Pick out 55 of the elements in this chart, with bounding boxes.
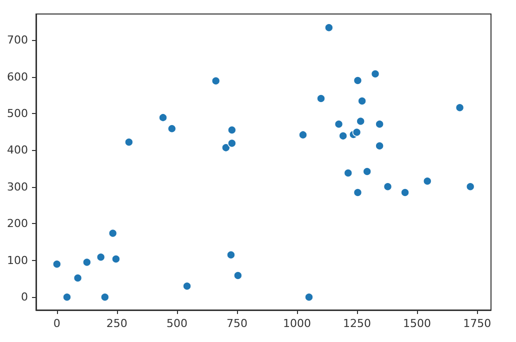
point — [356, 116, 366, 126]
y-tick-label: 500 — [7, 107, 28, 120]
point — [222, 143, 230, 152]
x-tick-label: 0 — [53, 317, 60, 330]
point — [124, 138, 134, 147]
point — [100, 292, 110, 302]
point — [52, 260, 62, 268]
point — [352, 128, 362, 137]
point — [62, 292, 72, 302]
x-tick-label: 1750 — [463, 317, 492, 330]
point — [334, 120, 344, 129]
point — [358, 96, 366, 106]
y-tick-label: 0 — [21, 290, 28, 304]
y-tick-label: 200 — [7, 217, 28, 230]
point — [400, 188, 410, 197]
x-tick-label: 500 — [166, 317, 188, 330]
x-tick-label: 1000 — [282, 317, 311, 330]
y-tick-label: 700 — [7, 34, 28, 47]
point — [228, 126, 236, 134]
point — [353, 188, 362, 197]
point — [112, 254, 120, 264]
y-tick-label: 100 — [7, 254, 28, 267]
point — [168, 124, 176, 133]
point — [353, 76, 362, 85]
point — [158, 113, 168, 122]
x-tick-label: 250 — [106, 317, 128, 330]
point — [370, 69, 380, 78]
point — [362, 167, 372, 176]
point — [338, 132, 348, 140]
point — [226, 250, 236, 260]
point — [234, 271, 242, 280]
point — [228, 138, 236, 148]
point — [422, 176, 432, 186]
point — [82, 258, 92, 267]
x-tick-label: 1250 — [343, 317, 372, 330]
y-tick-label: 300 — [7, 180, 28, 194]
point — [383, 182, 392, 192]
point — [455, 103, 464, 112]
x-tick-label: 1500 — [403, 317, 432, 330]
point — [324, 23, 334, 32]
x-tick-label: 750 — [226, 317, 248, 330]
y-tick-label: 600 — [7, 70, 28, 84]
point — [96, 252, 106, 262]
y-tick-label: 400 — [7, 144, 28, 157]
point — [108, 228, 118, 238]
point — [344, 168, 353, 178]
point — [182, 282, 192, 291]
point — [375, 120, 384, 129]
point — [211, 76, 220, 86]
point — [466, 182, 475, 192]
point — [304, 292, 314, 302]
point — [375, 141, 384, 150]
point — [316, 94, 326, 103]
point — [73, 274, 82, 282]
point — [298, 130, 308, 140]
